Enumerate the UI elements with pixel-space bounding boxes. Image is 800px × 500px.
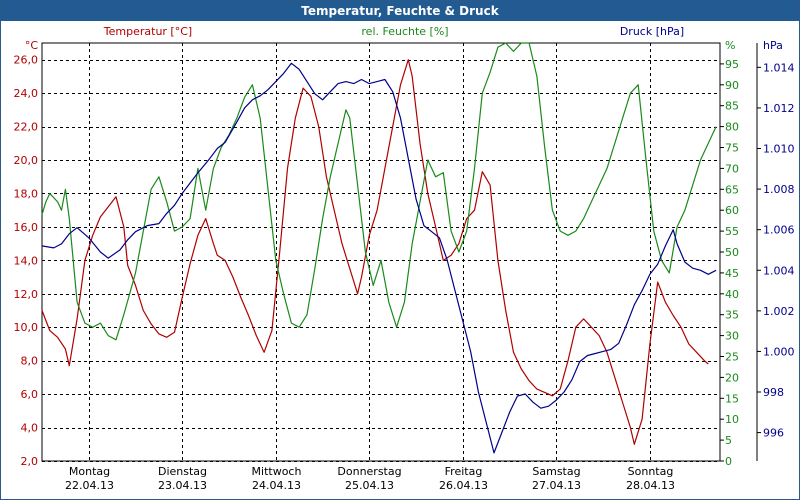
- day-date-label: 28.04.13: [626, 479, 675, 492]
- humidity-tick-label: 75: [725, 142, 739, 155]
- pressure-unit: hPa: [763, 39, 783, 52]
- plot-frame: [41, 42, 721, 462]
- temperature-tick-label: 12,0: [14, 288, 39, 301]
- humidity-tick-label: 95: [725, 58, 739, 71]
- humidity-tick-label: 55: [725, 225, 739, 238]
- day-date-label: 25.04.13: [345, 479, 394, 492]
- humidity-tick-label: 60: [725, 204, 739, 217]
- humidity-tick-label: 5: [725, 434, 732, 447]
- pressure-series-line: [41, 62, 717, 454]
- pressure-tick-label: 1.006: [763, 224, 795, 237]
- day-weekday-label: Samstag: [532, 465, 580, 478]
- day-date-label: 22.04.13: [65, 479, 114, 492]
- day-weekday-label: Sonntag: [628, 465, 674, 478]
- humidity-axis-title: rel. Feuchte [%]: [361, 25, 448, 38]
- humidity-tick-label: 50: [725, 246, 739, 259]
- temperature-tick-label: 10,0: [14, 321, 39, 334]
- temperature-tick-label: 14,0: [14, 254, 39, 267]
- day-weekday-label: Mittwoch: [252, 465, 302, 478]
- pressure-tick-label: 1.010: [763, 143, 795, 156]
- pressure-tick-label: 1.014: [763, 61, 795, 74]
- pressure-tick-label: 1.008: [763, 183, 795, 196]
- day-weekday-label: Freitag: [445, 465, 483, 478]
- temperature-series-line: [41, 59, 709, 445]
- humidity-tick-label: 45: [725, 267, 739, 280]
- day-date-label: 27.04.13: [532, 479, 581, 492]
- pressure-tick-label: 1.000: [763, 345, 795, 358]
- day-weekday-label: Dienstag: [158, 465, 207, 478]
- pressure-axis-title: Druck [hPa]: [620, 25, 684, 38]
- humidity-tick-label: 80: [725, 121, 739, 134]
- humidity-tick-label: 0: [725, 455, 732, 468]
- temperature-tick-label: 6,0: [21, 388, 39, 401]
- pressure-tick-label: 1.002: [763, 305, 795, 318]
- humidity-tick-label: 10: [725, 413, 739, 426]
- humidity-tick-label: 70: [725, 162, 739, 175]
- pressure-tick-label: 1.012: [763, 102, 795, 115]
- temperature-tick-label: 20,0: [14, 154, 39, 167]
- humidity-unit: %: [725, 39, 735, 52]
- temperature-tick-label: 16,0: [14, 221, 39, 234]
- humidity-tick-label: 40: [725, 288, 739, 301]
- temperature-axis-title: Temperatur [°C]: [103, 25, 192, 38]
- day-date-label: 23.04.13: [158, 479, 207, 492]
- humidity-tick-label: 85: [725, 100, 739, 113]
- humidity-tick-label: 30: [725, 330, 739, 343]
- humidity-tick-label: 25: [725, 351, 739, 364]
- humidity-tick-label: 20: [725, 371, 739, 384]
- pressure-tick-label: 996: [763, 427, 784, 440]
- temperature-tick-label: 22,0: [14, 121, 39, 134]
- temperature-tick-label: 4,0: [21, 422, 39, 435]
- temperature-unit: °C: [25, 39, 39, 52]
- chart-title: Temperatur, Feuchte & Druck: [1, 1, 799, 21]
- humidity-tick-label: 35: [725, 309, 739, 322]
- pressure-tick-label: 1.004: [763, 264, 795, 277]
- day-date-label: 24.04.13: [252, 479, 301, 492]
- day-date-label: 26.04.13: [439, 479, 488, 492]
- temperature-tick-label: 24,0: [14, 87, 39, 100]
- humidity-tick-label: 90: [725, 79, 739, 92]
- day-weekday-label: Donnerstag: [337, 465, 401, 478]
- pressure-tick-label: 998: [763, 386, 784, 399]
- humidity-series-line: [41, 42, 717, 341]
- temperature-tick-label: 8,0: [21, 355, 39, 368]
- humidity-tick-label: 65: [725, 183, 739, 196]
- temperature-tick-label: 26,0: [14, 54, 39, 67]
- grid-lines: [41, 42, 721, 462]
- humidity-tick-label: 15: [725, 392, 739, 405]
- temperature-tick-label: 18,0: [14, 187, 39, 200]
- temperature-tick-label: 2,0: [21, 455, 39, 468]
- day-weekday-label: Montag: [69, 465, 110, 478]
